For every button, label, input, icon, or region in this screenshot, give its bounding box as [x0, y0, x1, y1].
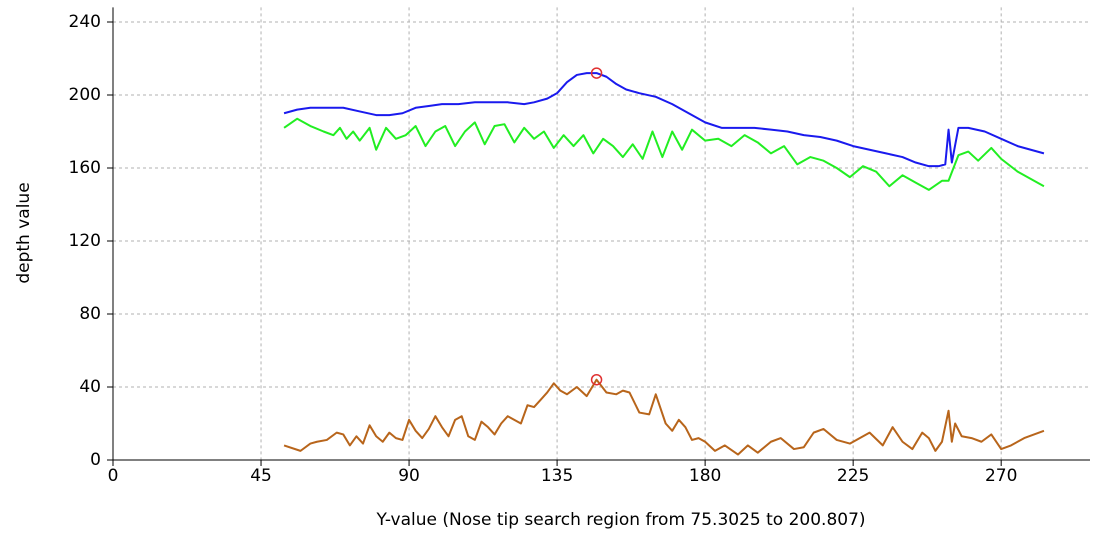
y-tick-label: 40 [79, 377, 101, 397]
y-tick-label: 160 [69, 158, 101, 178]
x-tick-label: 225 [837, 466, 869, 486]
x-tick-label: 180 [689, 466, 721, 486]
y-tick-label: 200 [69, 85, 101, 105]
x-tick-label: 0 [108, 466, 119, 486]
highlight-marker [590, 67, 603, 79]
x-tick-label: 45 [250, 466, 272, 486]
x-tick-label: 90 [398, 466, 420, 486]
y-tick-label: 0 [90, 450, 101, 470]
y-tick-label: 240 [69, 12, 101, 32]
highlight-marker [590, 373, 603, 386]
series-line [283, 72, 1045, 168]
series-line [283, 117, 1045, 191]
x-axis-label: Y-value (Nose tip search region from 75.… [375, 510, 865, 530]
y-tick-label: 120 [69, 231, 101, 251]
y-axis-label: depth value [14, 182, 34, 283]
x-tick-label: 270 [985, 466, 1017, 486]
series-line [283, 378, 1045, 456]
y-tick-label: 80 [79, 304, 101, 324]
x-tick-label: 135 [541, 466, 573, 486]
